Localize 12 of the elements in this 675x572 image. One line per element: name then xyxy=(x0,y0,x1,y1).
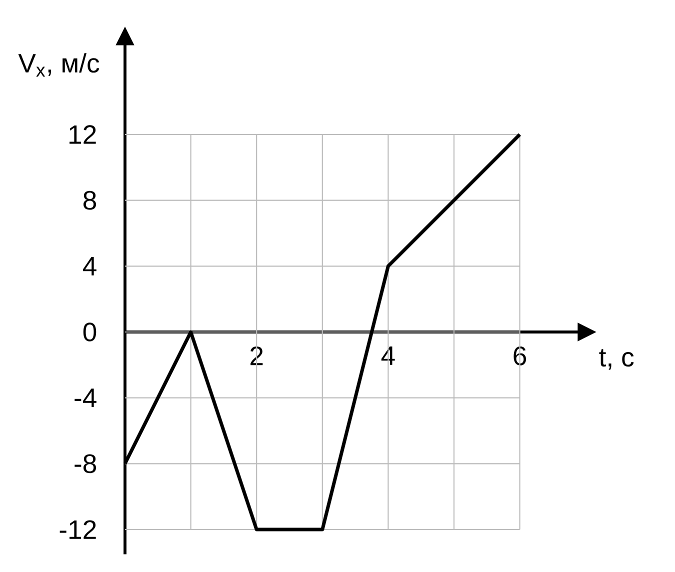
y-tick-label: -4 xyxy=(74,388,96,408)
x-tick-label: 6 xyxy=(514,346,526,366)
y-tick-label: 8 xyxy=(83,190,96,210)
y-axis-title: V$_{x}$, м/с xyxy=(18,53,100,77)
y-tick-label: 4 xyxy=(82,256,96,276)
y-tick-label: 0 xyxy=(83,322,96,342)
y-tick-label: -8 xyxy=(74,454,96,474)
x-axis-title: t, с xyxy=(599,349,634,370)
y-tick-label: -12 xyxy=(60,520,96,539)
x-tick-label: 2 xyxy=(250,346,263,366)
x-tick-label: 4 xyxy=(381,346,395,365)
y-tick-label: 12 xyxy=(70,125,96,144)
